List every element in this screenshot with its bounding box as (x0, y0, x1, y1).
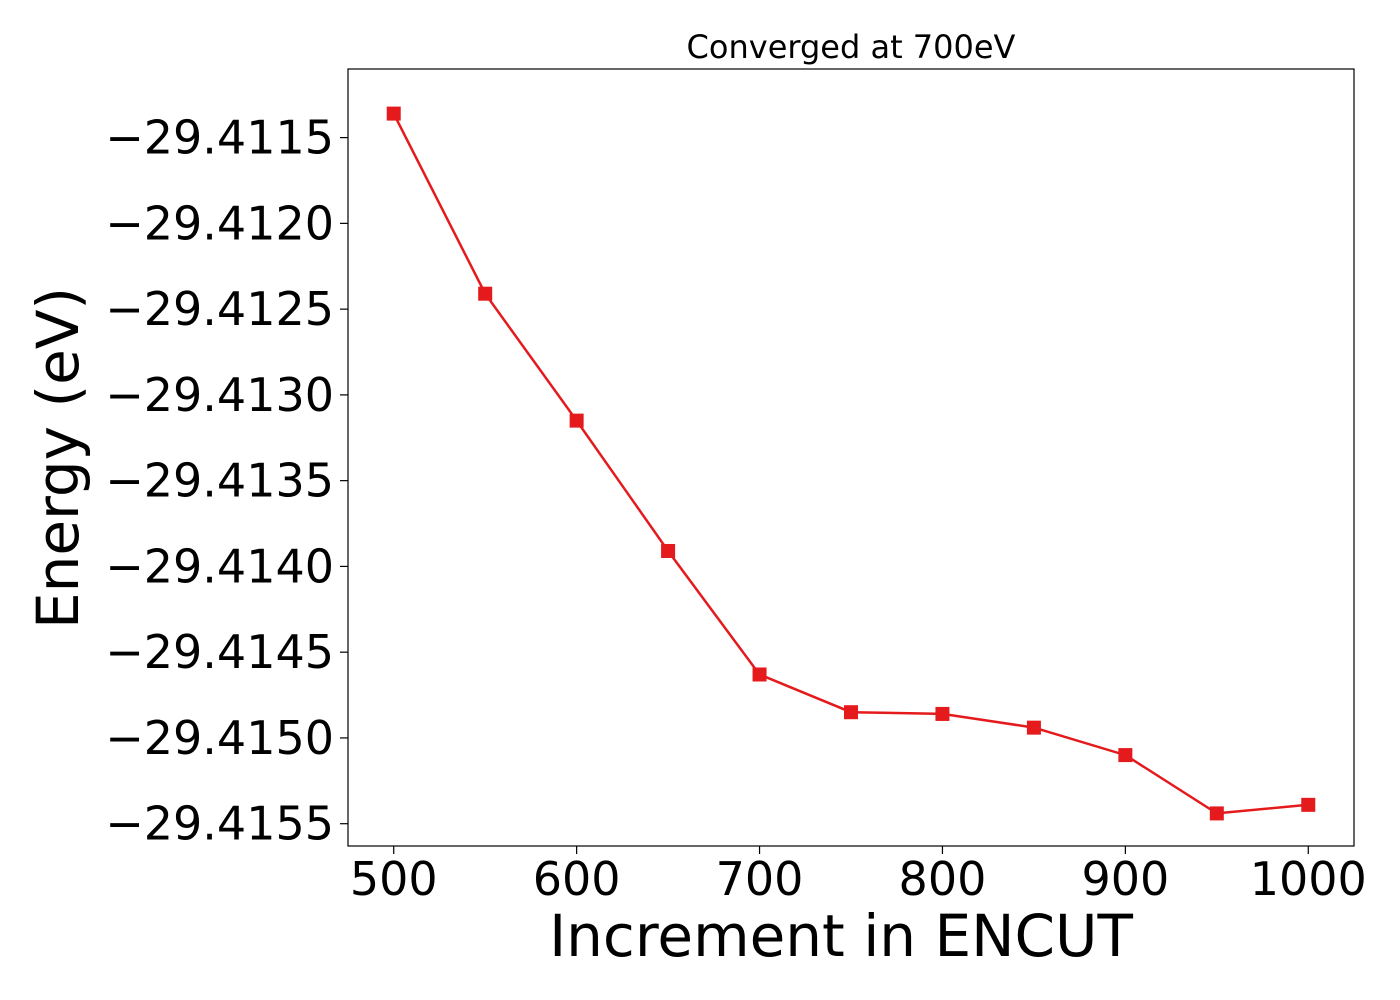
y-tick-label: −29.4120 (105, 196, 334, 250)
data-point-marker (569, 413, 584, 428)
x-tick-label: 700 (716, 852, 804, 906)
x-axis: 500 600 700 800 900 1000 (350, 846, 1367, 906)
y-tick-label: −29.4140 (105, 539, 334, 593)
x-tick-label: 500 (350, 852, 438, 906)
data-point-marker (386, 106, 401, 121)
data-point-marker (1209, 806, 1224, 821)
data-point-marker (1301, 797, 1316, 812)
chart-title: Converged at 700eV (687, 28, 1016, 66)
y-tick-label: −29.4130 (105, 368, 334, 422)
data-point-marker (935, 706, 950, 721)
x-tick-label: 600 (533, 852, 621, 906)
plot-area (386, 106, 1316, 821)
y-tick-label: −29.4150 (105, 711, 334, 765)
x-tick-label: 900 (1081, 852, 1169, 906)
data-point-marker (752, 667, 767, 682)
data-point-marker (844, 705, 858, 720)
y-tick-label: −29.4125 (105, 282, 334, 336)
y-axis-label: Energy (eV) (24, 287, 92, 629)
data-point-marker (1026, 720, 1041, 735)
y-tick-label: −29.4135 (105, 454, 334, 508)
data-point-marker (661, 543, 676, 558)
y-axis: −29.4115 −29.4120 −29.4125 −29.4130 −29.4135… (105, 111, 348, 851)
y-tick-label: −29.4155 (105, 797, 334, 851)
x-tick-label: 800 (899, 852, 987, 906)
y-tick-label: −29.4115 (105, 111, 334, 165)
data-point-marker (478, 286, 493, 301)
x-axis-label: Increment in ENCUT (549, 902, 1133, 970)
x-tick-label: 1000 (1250, 852, 1367, 906)
plot-frame (347, 68, 1355, 847)
y-tick-label: −29.4145 (105, 625, 334, 679)
data-point-marker (1118, 748, 1133, 763)
